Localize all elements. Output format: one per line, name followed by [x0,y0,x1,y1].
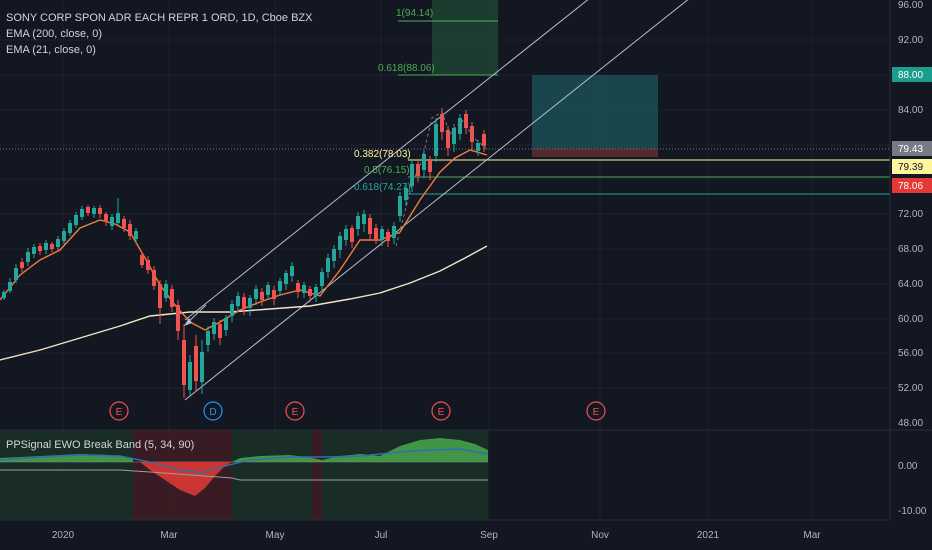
fib-label-05: 0.5(76.15) [364,165,410,176]
price-tick: 52.00 [898,383,923,394]
stop-price-tag [892,178,932,193]
time-tick: Jul [375,530,388,541]
earnings-marker[interactable] [586,401,606,421]
fib-label-0618: 0.618(74.27) [354,182,411,193]
price-tick: 92.00 [898,35,923,46]
time-tick: Mar [160,530,178,541]
chart-legend[interactable]: SONY CORP SPON ADR EACH REPR 1 ORD, 1D, … [6,10,312,58]
price-tags: 88.00 79.43 79.39 78.06 [892,67,932,193]
target-price-label: 88.00 [898,70,923,81]
ema21-legend[interactable]: EMA (21, close, 0) [6,44,96,56]
target-zone[interactable] [532,75,658,148]
price-tick: 64.00 [898,279,923,290]
earnings-marker-label: E [438,407,445,418]
price-axis[interactable]: 96.00 92.00 84.00 72.00 68.00 64.00 60.0… [889,0,927,520]
wave-pattern[interactable] [395,111,489,247]
time-axis[interactable]: 2020 Mar May Jul Sep Nov 2021 Mar [0,519,890,541]
channel-lower[interactable] [184,0,690,401]
fib-label-0382: 0.382(78.03) [354,149,411,160]
stop-zone[interactable] [532,148,658,157]
time-tick: 2021 [697,530,720,541]
time-tick: Mar [803,530,821,541]
time-tick: Nov [591,530,609,541]
fib-label-1: 1(94.14) [396,8,433,19]
stop-price-label: 78.06 [898,181,923,192]
indicator-tick: -10.00 [898,506,927,517]
fib-label-0618-upper: 0.618(88.06) [378,63,435,74]
price-tick: 60.00 [898,314,923,325]
price-tick: 72.00 [898,209,923,220]
ewo-histogram-positive [232,438,488,462]
event-markers[interactable]: E D E E E [109,401,606,421]
price-tick: 48.00 [898,418,923,429]
earnings-marker[interactable] [109,401,129,421]
earnings-marker-label: E [593,407,600,418]
price-tick: 56.00 [898,348,923,359]
time-tick: Sep [480,530,498,541]
ema200-legend[interactable]: EMA (200, close, 0) [6,28,102,40]
symbol-title[interactable]: SONY CORP SPON ADR EACH REPR 1 ORD, 1D, … [6,12,313,24]
indicator-tick: 0.00 [898,461,918,472]
last-price-label: 79.43 [898,144,923,155]
arrow-head-icon [184,318,192,326]
price-tick: 96.00 [898,0,923,11]
time-tick: May [266,530,285,541]
dividend-marker[interactable] [203,401,223,421]
target-price-tag [892,67,932,82]
fib-price-label: 79.39 [898,162,923,173]
price-tick: 68.00 [898,244,923,255]
price-tick: 84.00 [898,105,923,116]
ewo-signal-line [0,448,489,474]
ewo-indicator-pane[interactable] [0,430,489,520]
dividend-marker-label: D [209,407,216,418]
ema200-line [0,245,488,361]
candlesticks[interactable] [2,108,486,398]
channel-upper[interactable] [184,0,590,321]
indicator-legend[interactable]: PPSignal EWO Break Band (5, 34, 90) [6,439,195,451]
earnings-marker-label: E [116,407,123,418]
time-tick: 2020 [52,530,75,541]
earnings-marker[interactable] [285,401,305,421]
fib-price-tag [892,159,932,174]
earnings-marker[interactable] [431,401,451,421]
earnings-marker-label: E [292,407,299,418]
fib-extension-zone [432,0,498,75]
ewo-band-line [0,469,488,481]
last-price-tag [892,141,932,156]
